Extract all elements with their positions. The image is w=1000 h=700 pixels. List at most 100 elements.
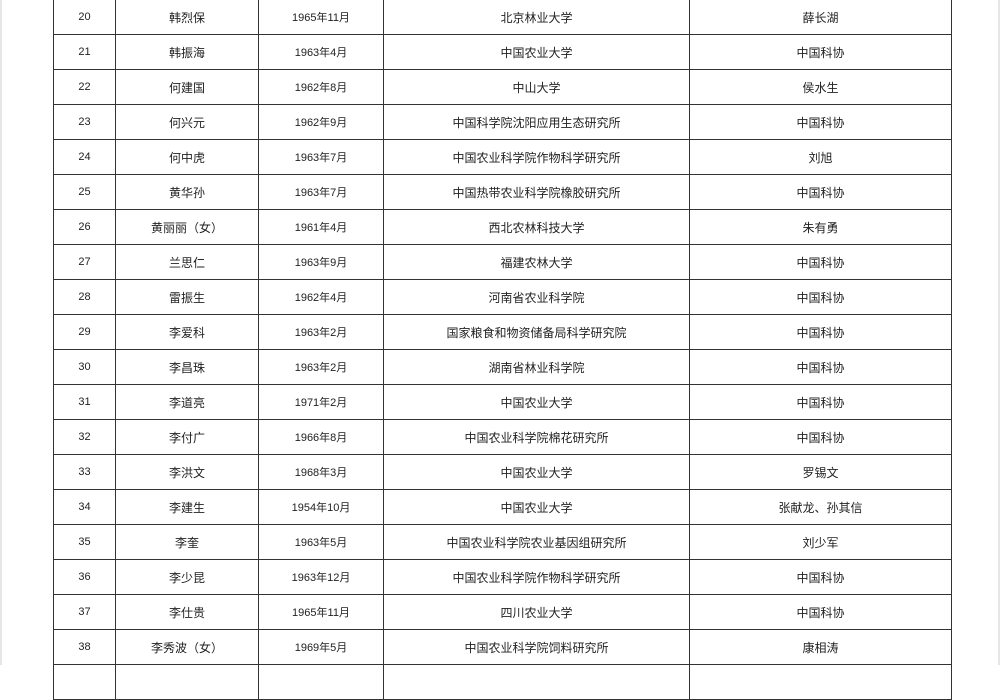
name-cell: 何兴元 <box>115 104 259 140</box>
recommender-cell: 中国科协 <box>689 174 952 210</box>
table-row: 38 李秀波（女） 1969年5月 中国农业科学院饲料研究所 康相涛 <box>53 629 952 665</box>
recommender-cell: 中国科协 <box>689 384 952 420</box>
empty-cell <box>53 664 116 700</box>
table-row: 32 李付广 1966年8月 中国农业科学院棉花研究所 中国科协 <box>53 419 952 455</box>
work-unit-cell: 中国农业科学院作物科学研究所 <box>383 139 690 175</box>
name-cell: 何建国 <box>115 69 259 105</box>
table-row: 33 李洪文 1968年3月 中国农业大学 罗锡文 <box>53 454 952 490</box>
birth-date-cell: 1963年2月 <box>258 314 384 350</box>
birth-date-cell: 1962年4月 <box>258 279 384 315</box>
birth-date-cell: 1962年8月 <box>258 69 384 105</box>
birth-date-cell: 1963年7月 <box>258 139 384 175</box>
name-cell: 李爱科 <box>115 314 259 350</box>
recommender-cell: 朱有勇 <box>689 209 952 245</box>
row-number: 32 <box>53 419 116 455</box>
row-number: 24 <box>53 139 116 175</box>
empty-cell <box>689 664 952 700</box>
recommender-cell: 中国科协 <box>689 314 952 350</box>
recommender-cell: 中国科协 <box>689 104 952 140</box>
work-unit-cell: 中国科学院沈阳应用生态研究所 <box>383 104 690 140</box>
row-number: 29 <box>53 314 116 350</box>
recommender-cell: 中国科协 <box>689 594 952 630</box>
birth-date-cell: 1971年2月 <box>258 384 384 420</box>
name-cell: 李建生 <box>115 489 259 525</box>
recommender-cell: 中国科协 <box>689 279 952 315</box>
work-unit-cell: 福建农林大学 <box>383 244 690 280</box>
row-number: 34 <box>53 489 116 525</box>
work-unit-cell: 西北农林科技大学 <box>383 209 690 245</box>
row-number: 30 <box>53 349 116 385</box>
table-row: 36 李少昆 1963年12月 中国农业科学院作物科学研究所 中国科协 <box>53 559 952 595</box>
birth-date-cell: 1968年3月 <box>258 454 384 490</box>
name-cell: 李洪文 <box>115 454 259 490</box>
birth-date-cell: 1963年5月 <box>258 524 384 560</box>
recommender-cell: 中国科协 <box>689 244 952 280</box>
table-row: 24 何中虎 1963年7月 中国农业科学院作物科学研究所 刘旭 <box>53 139 952 175</box>
work-unit-cell: 湖南省林业科学院 <box>383 349 690 385</box>
name-cell: 李昌珠 <box>115 349 259 385</box>
table-row: 30 李昌珠 1963年2月 湖南省林业科学院 中国科协 <box>53 349 952 385</box>
birth-date-cell: 1963年2月 <box>258 349 384 385</box>
row-number: 33 <box>53 454 116 490</box>
birth-date-cell: 1963年9月 <box>258 244 384 280</box>
name-cell: 黄华孙 <box>115 174 259 210</box>
work-unit-cell: 国家粮食和物资储备局科学研究院 <box>383 314 690 350</box>
name-cell: 李少昆 <box>115 559 259 595</box>
work-unit-cell: 中国农业科学院棉花研究所 <box>383 419 690 455</box>
row-number: 23 <box>53 104 116 140</box>
work-unit-cell: 中国农业大学 <box>383 454 690 490</box>
work-unit-cell: 中山大学 <box>383 69 690 105</box>
recommender-cell: 薛长湖 <box>689 0 952 35</box>
birth-date-cell: 1965年11月 <box>258 594 384 630</box>
name-cell: 李奎 <box>115 524 259 560</box>
row-number: 25 <box>53 174 116 210</box>
row-number: 28 <box>53 279 116 315</box>
row-number: 38 <box>53 629 116 665</box>
table-row: 34 李建生 1954年10月 中国农业大学 张献龙、孙其信 <box>53 489 952 525</box>
birth-date-cell: 1954年10月 <box>258 489 384 525</box>
table-row-partial <box>53 664 952 700</box>
page-edge-left <box>0 0 2 665</box>
table-row: 37 李仕贵 1965年11月 四川农业大学 中国科协 <box>53 594 952 630</box>
birth-date-cell: 1966年8月 <box>258 419 384 455</box>
recommender-cell: 康相涛 <box>689 629 952 665</box>
empty-cell <box>115 664 259 700</box>
work-unit-cell: 河南省农业科学院 <box>383 279 690 315</box>
work-unit-cell: 中国热带农业科学院橡胶研究所 <box>383 174 690 210</box>
table-row: 26 黄丽丽（女） 1961年4月 西北农林科技大学 朱有勇 <box>53 209 952 245</box>
row-number: 21 <box>53 34 116 70</box>
birth-date-cell: 1961年4月 <box>258 209 384 245</box>
empty-cell <box>258 664 384 700</box>
birth-date-cell: 1969年5月 <box>258 629 384 665</box>
work-unit-cell: 中国农业科学院农业基因组研究所 <box>383 524 690 560</box>
recommender-cell: 刘少军 <box>689 524 952 560</box>
name-cell: 何中虎 <box>115 139 259 175</box>
work-unit-cell: 四川农业大学 <box>383 594 690 630</box>
work-unit-cell: 中国农业科学院作物科学研究所 <box>383 559 690 595</box>
name-cell: 李秀波（女） <box>115 629 259 665</box>
recommender-cell: 罗锡文 <box>689 454 952 490</box>
row-number: 27 <box>53 244 116 280</box>
birth-date-cell: 1962年9月 <box>258 104 384 140</box>
row-number: 22 <box>53 69 116 105</box>
row-number: 26 <box>53 209 116 245</box>
candidate-table: 20 韩烈保 1965年11月 北京林业大学 薛长湖 21 韩振海 1963年4月 中国农业大学… <box>53 0 952 700</box>
table-row: 25 黄华孙 1963年7月 中国热带农业科学院橡胶研究所 中国科协 <box>53 174 952 210</box>
table-row: 21 韩振海 1963年4月 中国农业大学 中国科协 <box>53 34 952 70</box>
work-unit-cell: 中国农业科学院饲料研究所 <box>383 629 690 665</box>
table-row: 35 李奎 1963年5月 中国农业科学院农业基因组研究所 刘少军 <box>53 524 952 560</box>
work-unit-cell: 中国农业大学 <box>383 34 690 70</box>
recommender-cell: 刘旭 <box>689 139 952 175</box>
empty-cell <box>383 664 690 700</box>
table-row: 28 雷振生 1962年4月 河南省农业科学院 中国科协 <box>53 279 952 315</box>
recommender-cell: 中国科协 <box>689 34 952 70</box>
recommender-cell: 中国科协 <box>689 419 952 455</box>
recommender-cell: 中国科协 <box>689 559 952 595</box>
row-number: 20 <box>53 0 116 35</box>
birth-date-cell: 1963年4月 <box>258 34 384 70</box>
page-edge-right <box>998 0 1000 665</box>
table-row: 20 韩烈保 1965年11月 北京林业大学 薛长湖 <box>53 0 952 35</box>
work-unit-cell: 北京林业大学 <box>383 0 690 35</box>
name-cell: 李道亮 <box>115 384 259 420</box>
row-number: 37 <box>53 594 116 630</box>
